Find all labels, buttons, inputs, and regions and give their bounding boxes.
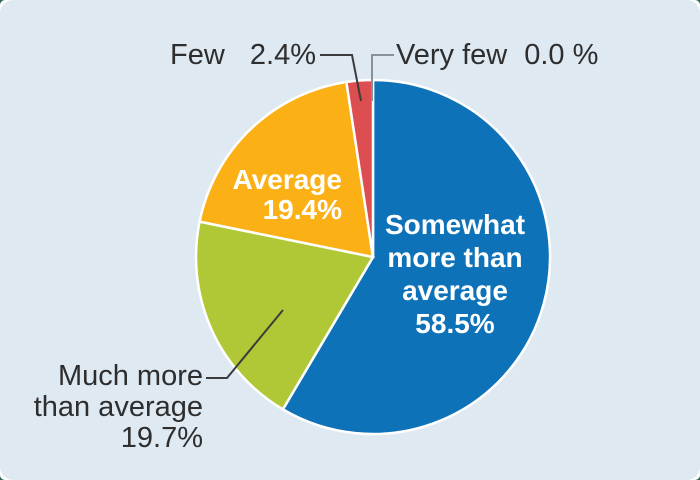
label-average: Average 19.4% [210,165,342,225]
label-somewhat-line-3: average [402,275,508,306]
leader-line-few [320,54,362,102]
label-average-value: 19.4% [262,194,342,225]
label-somewhat-more-than-average: Somewhat more than average 58.5% [375,208,535,340]
label-somewhat-line-2: more than [387,242,523,273]
label-few: Few 2.4% [170,39,316,71]
label-very-few-name: Very few [396,39,508,71]
label-somewhat-value: 58.5% [415,308,495,339]
label-few-value: 2.4% [249,39,316,71]
label-average-name: Average [232,164,342,195]
label-very-few: Very few 0.0 % [396,39,598,71]
label-few-name: Few [170,39,225,71]
label-much-more-line-2: than average [33,391,203,423]
label-much-more-line-1: Much more [57,360,203,392]
label-very-few-value: 0.0 % [524,39,599,71]
pie-wedges [194,78,552,436]
leader-line-much-more [206,309,284,379]
label-somewhat-line-1: Somewhat [384,209,526,240]
leader-line-very-few [371,54,394,101]
pie-slice-average [198,80,375,259]
label-much-more-than-average: Much more than average 19.7% [0,361,203,454]
label-much-more-value: 19.7% [120,422,203,454]
pie-slice-somewhat-more-than-average [281,78,552,436]
